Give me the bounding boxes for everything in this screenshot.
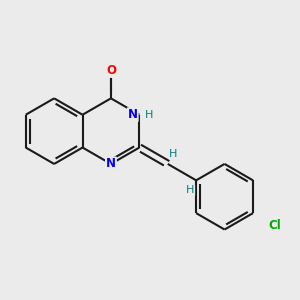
Text: N: N (128, 108, 138, 121)
Text: N: N (106, 158, 116, 170)
Text: Cl: Cl (268, 219, 280, 232)
Text: H: H (186, 185, 195, 195)
Text: H: H (145, 110, 154, 120)
Text: H: H (169, 149, 178, 159)
Text: O: O (106, 64, 116, 77)
